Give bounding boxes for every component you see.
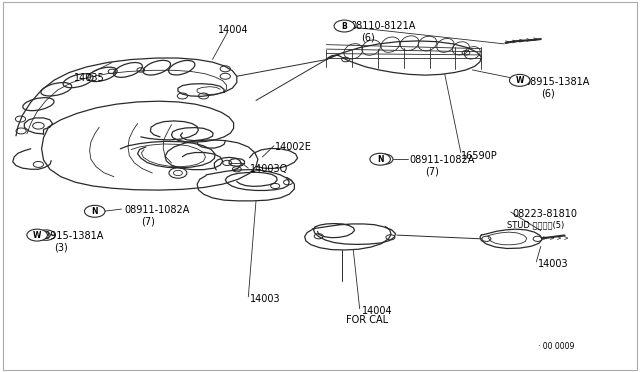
Text: 14004: 14004 bbox=[218, 25, 248, 35]
Circle shape bbox=[84, 205, 105, 217]
Text: (3): (3) bbox=[54, 243, 68, 252]
Circle shape bbox=[334, 20, 355, 32]
Text: B: B bbox=[342, 22, 347, 31]
Text: W: W bbox=[33, 231, 42, 240]
Text: (6): (6) bbox=[541, 88, 554, 98]
Text: 14003: 14003 bbox=[538, 259, 568, 269]
Circle shape bbox=[370, 153, 390, 165]
Text: 08911-1082A: 08911-1082A bbox=[125, 205, 190, 215]
Text: 14003: 14003 bbox=[250, 295, 280, 304]
Text: 08911-1082A: 08911-1082A bbox=[410, 155, 475, 165]
Text: 08915-1381A: 08915-1381A bbox=[38, 231, 104, 241]
Text: N: N bbox=[377, 155, 383, 164]
Text: 14002E: 14002E bbox=[275, 142, 312, 152]
Text: STUD スタッド(5): STUD スタッド(5) bbox=[507, 221, 564, 230]
Text: 08915-1381A: 08915-1381A bbox=[525, 77, 590, 87]
Text: FOR CAL: FOR CAL bbox=[346, 315, 388, 325]
Text: 14004: 14004 bbox=[362, 306, 392, 315]
Text: (6): (6) bbox=[362, 32, 375, 42]
Circle shape bbox=[27, 229, 47, 241]
Text: 14035: 14035 bbox=[74, 73, 104, 83]
Circle shape bbox=[509, 74, 530, 86]
Text: W: W bbox=[515, 76, 524, 85]
Text: (7): (7) bbox=[141, 217, 155, 226]
Text: 16590P: 16590P bbox=[461, 151, 497, 161]
Text: N: N bbox=[92, 207, 98, 216]
Text: 08223-81810: 08223-81810 bbox=[512, 209, 577, 219]
Text: 08110-8121A: 08110-8121A bbox=[351, 21, 416, 31]
Text: (7): (7) bbox=[426, 166, 440, 176]
Text: · 00 0009: · 00 0009 bbox=[538, 342, 574, 351]
Text: 14003Q: 14003Q bbox=[250, 164, 288, 174]
